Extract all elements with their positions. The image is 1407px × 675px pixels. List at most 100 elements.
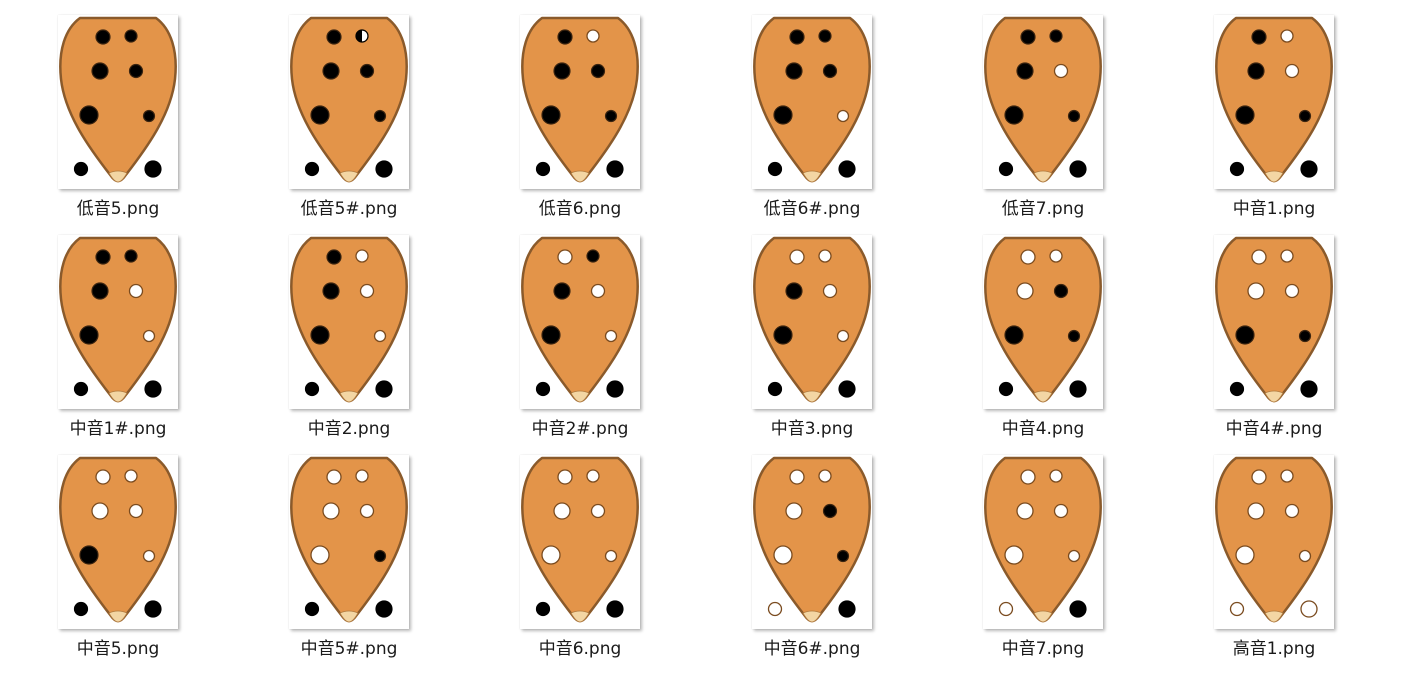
finger-hole-open	[1300, 600, 1318, 618]
finger-hole-open	[1235, 545, 1255, 565]
file-tile[interactable]: 中音6.png	[505, 455, 655, 670]
file-thumbnail[interactable]	[58, 455, 178, 629]
file-thumbnail[interactable]	[752, 235, 872, 409]
file-tile[interactable]: 低音7.png	[968, 15, 1118, 230]
finger-hole-open	[557, 249, 573, 265]
finger-hole-closed	[822, 503, 838, 519]
file-thumbnail[interactable]	[58, 15, 178, 189]
finger-hole-closed	[1069, 380, 1087, 398]
finger-hole-open	[1049, 469, 1063, 483]
file-tile[interactable]: 中音7.png	[968, 455, 1118, 670]
mouthpiece	[1033, 390, 1053, 403]
mouthpiece	[339, 390, 359, 403]
finger-hole-closed	[304, 381, 320, 397]
finger-hole-open	[818, 249, 832, 263]
finger-hole-closed	[144, 600, 162, 618]
finger-hole-closed	[1016, 62, 1034, 80]
finger-hole-closed	[838, 600, 856, 618]
file-tile[interactable]: 低音6.png	[505, 15, 655, 230]
finger-hole-open	[541, 545, 561, 565]
file-name-label: 高音1.png	[1232, 639, 1316, 659]
file-thumbnail[interactable]	[289, 15, 409, 189]
finger-hole-closed	[1229, 381, 1245, 397]
file-tile[interactable]: 中音5#.png	[274, 455, 424, 670]
mouthpiece	[108, 390, 128, 403]
finger-hole-closed	[142, 109, 156, 123]
ocarina-body	[984, 456, 1102, 623]
file-tile[interactable]: 低音6#.png	[737, 15, 887, 230]
file-tile[interactable]: 低音5.png	[43, 15, 193, 230]
finger-hole-open	[326, 469, 342, 485]
finger-hole-closed	[838, 380, 856, 398]
finger-hole-closed	[767, 381, 783, 397]
ocarina-fingering-image	[290, 16, 408, 183]
file-thumbnail[interactable]	[520, 235, 640, 409]
finger-hole-closed	[1235, 105, 1255, 125]
file-thumbnail[interactable]	[1214, 15, 1334, 189]
finger-hole-open	[822, 283, 838, 299]
ocarina-body	[1215, 16, 1333, 183]
file-tile[interactable]: 低音5#.png	[274, 15, 424, 230]
file-name-label: 中音4.png	[1001, 419, 1085, 439]
finger-hole-closed	[541, 325, 561, 345]
mouthpiece	[1033, 610, 1053, 623]
file-thumbnail[interactable]	[752, 455, 872, 629]
finger-hole-open	[789, 469, 805, 485]
file-thumbnail[interactable]	[752, 15, 872, 189]
file-tile[interactable]: 中音4#.png	[1199, 235, 1349, 450]
ocarina-fingering-image	[521, 456, 639, 623]
file-tile[interactable]: 高音1.png	[1199, 455, 1349, 670]
file-tile[interactable]: 中音3.png	[737, 235, 887, 450]
finger-hole-closed	[91, 62, 109, 80]
ocarina-fingering-image	[753, 236, 871, 403]
mouthpiece	[802, 390, 822, 403]
file-thumbnail[interactable]	[289, 455, 409, 629]
finger-hole-open	[1229, 601, 1245, 617]
finger-hole-open	[1247, 282, 1265, 300]
finger-hole-closed	[95, 29, 111, 45]
file-name-label: 中音7.png	[1001, 639, 1085, 659]
finger-hole-closed	[73, 161, 89, 177]
file-tile[interactable]: 中音2.png	[274, 235, 424, 450]
file-thumbnail[interactable]	[520, 455, 640, 629]
finger-hole-closed	[773, 325, 793, 345]
file-tile[interactable]: 中音2#.png	[505, 235, 655, 450]
finger-hole-closed	[91, 282, 109, 300]
ocarina-body	[753, 16, 871, 183]
file-thumbnail[interactable]	[520, 15, 640, 189]
file-thumbnail[interactable]	[983, 455, 1103, 629]
finger-hole-closed	[590, 63, 606, 79]
finger-hole-closed	[553, 282, 571, 300]
finger-hole-closed	[310, 105, 330, 125]
finger-hole-open	[1053, 63, 1069, 79]
ocarina-fingering-image	[290, 236, 408, 403]
finger-hole-closed	[124, 29, 138, 43]
finger-hole-open	[836, 329, 850, 343]
file-thumbnail[interactable]	[1214, 235, 1334, 409]
file-tile[interactable]: 中音4.png	[968, 235, 1118, 450]
file-thumbnail[interactable]	[983, 235, 1103, 409]
file-tile[interactable]: 中音6#.png	[737, 455, 887, 670]
finger-hole-open	[359, 503, 375, 519]
file-name-label: 低音7.png	[1001, 199, 1085, 219]
file-tile[interactable]: 中音1.png	[1199, 15, 1349, 230]
mouthpiece	[802, 610, 822, 623]
finger-hole-open	[1067, 549, 1081, 563]
finger-hole-closed	[1251, 29, 1267, 45]
file-thumbnail[interactable]	[58, 235, 178, 409]
finger-hole-open	[373, 329, 387, 343]
finger-hole-open	[1016, 502, 1034, 520]
file-name-label: 中音4#.png	[1225, 419, 1323, 439]
file-tile[interactable]: 中音5.png	[43, 455, 193, 670]
file-thumbnail[interactable]	[1214, 455, 1334, 629]
finger-hole-open	[124, 469, 138, 483]
finger-hole-closed	[606, 600, 624, 618]
finger-hole-closed	[773, 105, 793, 125]
file-tile[interactable]: 中音1#.png	[43, 235, 193, 450]
finger-hole-open	[95, 469, 111, 485]
ocarina-body	[1215, 236, 1333, 403]
finger-hole-closed	[359, 63, 375, 79]
file-thumbnail[interactable]	[983, 15, 1103, 189]
file-thumbnail[interactable]	[289, 235, 409, 409]
